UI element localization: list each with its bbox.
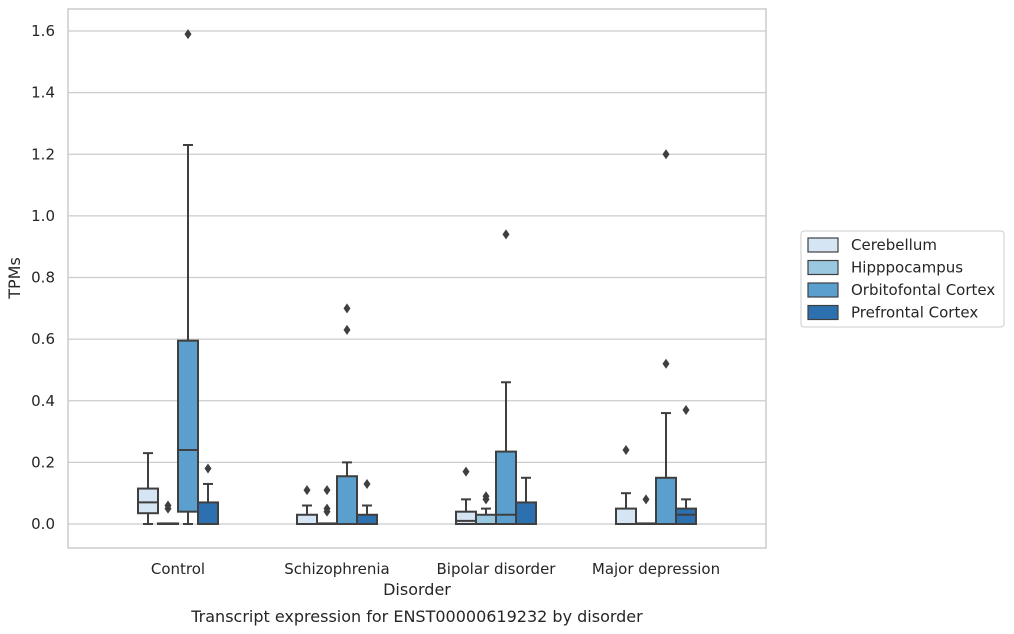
outlier-point bbox=[164, 500, 172, 511]
legend-frame bbox=[800, 230, 1005, 328]
y-tick-labels: 0.0 0.2 0.4 0.6 0.8 1.0 1.2 1.4 1.6 bbox=[31, 22, 55, 533]
x-tick-label: Control bbox=[151, 560, 205, 578]
x-axis-label: Disorder bbox=[383, 580, 451, 599]
outlier-point bbox=[204, 463, 212, 474]
box-hipppocampus bbox=[316, 485, 338, 526]
x-tick-label: Major depression bbox=[592, 560, 720, 578]
outlier-point bbox=[622, 445, 630, 456]
box-hipppocampus bbox=[635, 494, 657, 526]
y-tick-label: 1.6 bbox=[31, 22, 55, 40]
outlier-point bbox=[343, 303, 351, 314]
figure-caption: Transcript expression for ENST0000061923… bbox=[190, 607, 643, 626]
box-prefrontal-cortex bbox=[515, 476, 537, 525]
y-tick-label: 0.4 bbox=[31, 392, 55, 410]
box-prefrontal-cortex bbox=[675, 404, 697, 525]
box-cerebellum bbox=[615, 445, 637, 525]
legend: Cerebellum Hipppocampus Orbitofontal Corte… bbox=[800, 230, 1005, 328]
outlier-point bbox=[642, 494, 650, 505]
y-tick-label: 1.0 bbox=[31, 207, 55, 225]
box-iqr bbox=[515, 501, 537, 525]
legend-label: Prefrontal Cortex bbox=[851, 304, 978, 322]
legend-label: Cerebellum bbox=[851, 236, 937, 254]
y-tick-label: 0.8 bbox=[31, 269, 55, 287]
box-hipppocampus bbox=[475, 491, 497, 525]
box-cerebellum bbox=[296, 485, 318, 525]
box-iqr bbox=[197, 501, 219, 525]
legend-swatch bbox=[807, 237, 839, 253]
box-iqr bbox=[675, 507, 697, 525]
outlier-point bbox=[303, 485, 311, 496]
box-prefrontal-cortex bbox=[197, 463, 219, 525]
box-cerebellum bbox=[137, 452, 159, 525]
box-orbitofontal-cortex bbox=[177, 29, 199, 525]
outlier-point bbox=[184, 29, 192, 40]
box-plots bbox=[137, 29, 697, 526]
x-tick-labels: Control Schizophrenia Bipolar disorder Majo… bbox=[151, 560, 720, 578]
legend-swatch bbox=[807, 282, 839, 298]
box-cerebellum bbox=[455, 466, 477, 525]
box-orbitofontal-cortex bbox=[655, 149, 677, 525]
legend-item: Hipppocampus bbox=[807, 259, 963, 277]
plot-area-frame bbox=[67, 8, 767, 549]
box-orbitofontal-cortex bbox=[495, 229, 517, 526]
legend-swatch bbox=[807, 259, 839, 276]
outlier-point bbox=[363, 478, 371, 489]
box-iqr bbox=[615, 507, 637, 525]
box-iqr bbox=[296, 513, 318, 525]
legend-label: Hipppocampus bbox=[851, 259, 963, 277]
x-tick-label: Bipolar disorder bbox=[437, 560, 557, 578]
box-iqr bbox=[475, 513, 497, 525]
outlier-point bbox=[482, 491, 490, 502]
outlier-point bbox=[682, 404, 690, 415]
legend-item: Orbitofontal Cortex bbox=[807, 281, 995, 299]
legend-item: Prefrontal Cortex bbox=[807, 304, 978, 322]
box-iqr bbox=[356, 513, 378, 525]
legend-item: Cerebellum bbox=[807, 236, 937, 254]
outlier-point bbox=[323, 503, 331, 514]
box-iqr bbox=[655, 476, 677, 525]
y-axis-label: TPMs bbox=[5, 257, 24, 300]
legend-swatch bbox=[807, 304, 839, 321]
outlier-point bbox=[662, 149, 670, 160]
y-tick-label: 0.0 bbox=[31, 515, 55, 533]
box-iqr bbox=[455, 510, 477, 525]
outlier-point bbox=[462, 466, 470, 477]
outlier-point bbox=[343, 324, 351, 335]
x-tick-label: Schizophrenia bbox=[284, 560, 389, 578]
box-prefrontal-cortex bbox=[356, 478, 378, 525]
box-iqr bbox=[495, 450, 517, 526]
box-orbitofontal-cortex bbox=[336, 303, 358, 526]
y-tick-label: 0.6 bbox=[31, 330, 55, 348]
outlier-point bbox=[662, 358, 670, 369]
box-iqr bbox=[336, 475, 358, 526]
box-hipppocampus bbox=[157, 500, 179, 526]
box-iqr bbox=[137, 487, 159, 515]
box-iqr bbox=[177, 339, 199, 513]
outlier-point bbox=[323, 485, 331, 496]
y-tick-label: 1.2 bbox=[31, 145, 55, 163]
y-tick-label: 0.2 bbox=[31, 453, 55, 471]
gridlines bbox=[68, 30, 766, 525]
legend-label: Orbitofontal Cortex bbox=[851, 281, 995, 299]
outlier-point bbox=[502, 229, 510, 240]
y-tick-label: 1.4 bbox=[31, 84, 55, 102]
